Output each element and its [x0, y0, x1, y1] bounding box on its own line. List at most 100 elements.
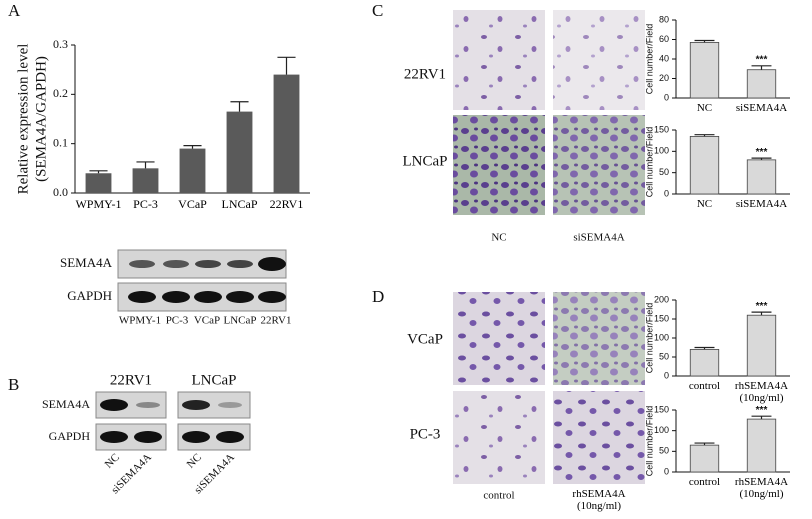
x-tick-label-box: VCaP [178, 197, 207, 211]
panel-label: C [372, 1, 383, 20]
lane-label: WPMY-1 [119, 315, 161, 327]
error-bar [694, 39, 715, 43]
micrograph-grid [453, 10, 645, 215]
y-tick-label: 50 [659, 351, 669, 361]
lane-label: NC [103, 451, 122, 470]
y-tick-label: 0 [664, 188, 669, 198]
row-label: PC-3 [410, 426, 441, 442]
group-label: LNCaP [192, 372, 237, 388]
y-tick-label: 40 [659, 53, 669, 63]
y-axis-label: Cell number/Field [644, 127, 654, 198]
y-tick-label: 50 [659, 167, 669, 177]
y-tick-label: 0.0 [53, 185, 68, 199]
panel-label: D [372, 287, 384, 306]
error-bar [136, 161, 155, 169]
bar [746, 159, 777, 195]
x-tick-label-box: rhSEMA4A (10ng/ml) [734, 476, 789, 500]
annotation: *** [756, 54, 768, 65]
y-tick-label: 100 [654, 332, 669, 342]
micrograph-grid [453, 292, 645, 484]
bar [132, 168, 159, 193]
y-tick-label: 0.3 [53, 37, 68, 51]
y-tick-label: 0 [664, 466, 669, 476]
blot-row-label: SEMA4A [60, 255, 113, 270]
x-tick-label-box: PC-3 [133, 197, 158, 211]
error-bar [751, 157, 772, 160]
x-tick-label: NC [696, 198, 713, 210]
x-tick-label: siSEMA4A [735, 198, 788, 210]
lane-label: 22RV1 [261, 315, 292, 327]
y-tick-label: 60 [659, 34, 669, 44]
x-tick-label: control [688, 476, 721, 488]
y-tick-label: 0 [664, 92, 669, 102]
row-label: LNCaP [403, 153, 448, 169]
bar [746, 69, 777, 99]
x-tick-label-box: NC [696, 102, 713, 114]
error-bar [694, 346, 715, 350]
error-bar [751, 311, 772, 316]
blot-row-label: GAPDH [67, 288, 112, 303]
x-tick-label: LNCaP [221, 197, 258, 211]
x-tick-label: rhSEMA4A (10ng/ml) [734, 380, 789, 404]
y-tick-label: 100 [654, 146, 669, 156]
column-label-box: rhSEMA4A (10ng/ml) [572, 488, 626, 512]
error-bar [89, 170, 108, 174]
x-tick-label: PC-3 [133, 197, 158, 211]
y-tick-label: 0.2 [53, 86, 68, 100]
y-axis-label: Cell number/Field [644, 406, 654, 477]
bar [746, 314, 777, 377]
annotation: *** [756, 147, 768, 158]
y-tick-label: 150 [654, 313, 669, 323]
lane-label: PC-3 [166, 315, 189, 327]
x-tick-label: siSEMA4A [735, 102, 788, 114]
y-tick-label: 200 [654, 294, 669, 304]
bar [746, 418, 777, 473]
x-tick-label-box: WPMY-1 [75, 197, 122, 211]
x-tick-label: rhSEMA4A (10ng/ml) [734, 476, 789, 500]
x-tick-label-box: 22RV1 [269, 197, 304, 211]
blot [117, 249, 287, 312]
x-tick-label: 22RV1 [269, 197, 304, 211]
column-label: siSEMA4A [573, 232, 624, 244]
y-axis-label: (SEMA4A/GAPDH) [33, 56, 49, 182]
bar [85, 173, 112, 193]
y-axis-label: Cell number/Field [644, 24, 654, 95]
x-tick-label-box: control [688, 380, 721, 392]
bar [226, 111, 253, 193]
annotation: *** [756, 405, 768, 416]
bar [689, 348, 720, 377]
column-label: rhSEMA4A (10ng/ml) [572, 488, 626, 512]
error-bar [230, 101, 249, 112]
x-tick-label: NC [696, 102, 713, 114]
x-tick-label-box: control [688, 476, 721, 488]
column-label: NC [491, 232, 506, 244]
group-label: 22RV1 [110, 372, 152, 388]
blot-row-label: GAPDH [49, 429, 91, 443]
row-label: 22RV1 [404, 66, 446, 82]
panel-label: A [8, 1, 21, 20]
panel-label: B [8, 375, 19, 394]
error-bar [751, 415, 772, 420]
error-bar [183, 145, 202, 149]
column-label: control [483, 490, 514, 502]
x-tick-label: WPMY-1 [75, 197, 122, 211]
blot [95, 391, 251, 451]
x-tick-label-box: rhSEMA4A (10ng/ml) [734, 380, 789, 404]
bar [689, 444, 720, 473]
y-tick-label: 50 [659, 446, 669, 456]
x-tick-label-box: siSEMA4A [735, 198, 788, 210]
y-tick-label: 100 [654, 425, 669, 435]
y-tick-label: 150 [654, 404, 669, 414]
y-tick-label: 0.1 [53, 135, 68, 149]
annotation: *** [756, 301, 768, 312]
y-tick-label: 80 [659, 14, 669, 24]
y-tick-label: 150 [654, 124, 669, 134]
bar [179, 148, 206, 193]
lane-label: VCaP [194, 315, 220, 327]
error-bar [694, 134, 715, 137]
error-bar [751, 65, 772, 70]
y-tick-label: 0 [664, 370, 669, 380]
x-tick-label: control [688, 380, 721, 392]
error-bar [277, 56, 296, 75]
